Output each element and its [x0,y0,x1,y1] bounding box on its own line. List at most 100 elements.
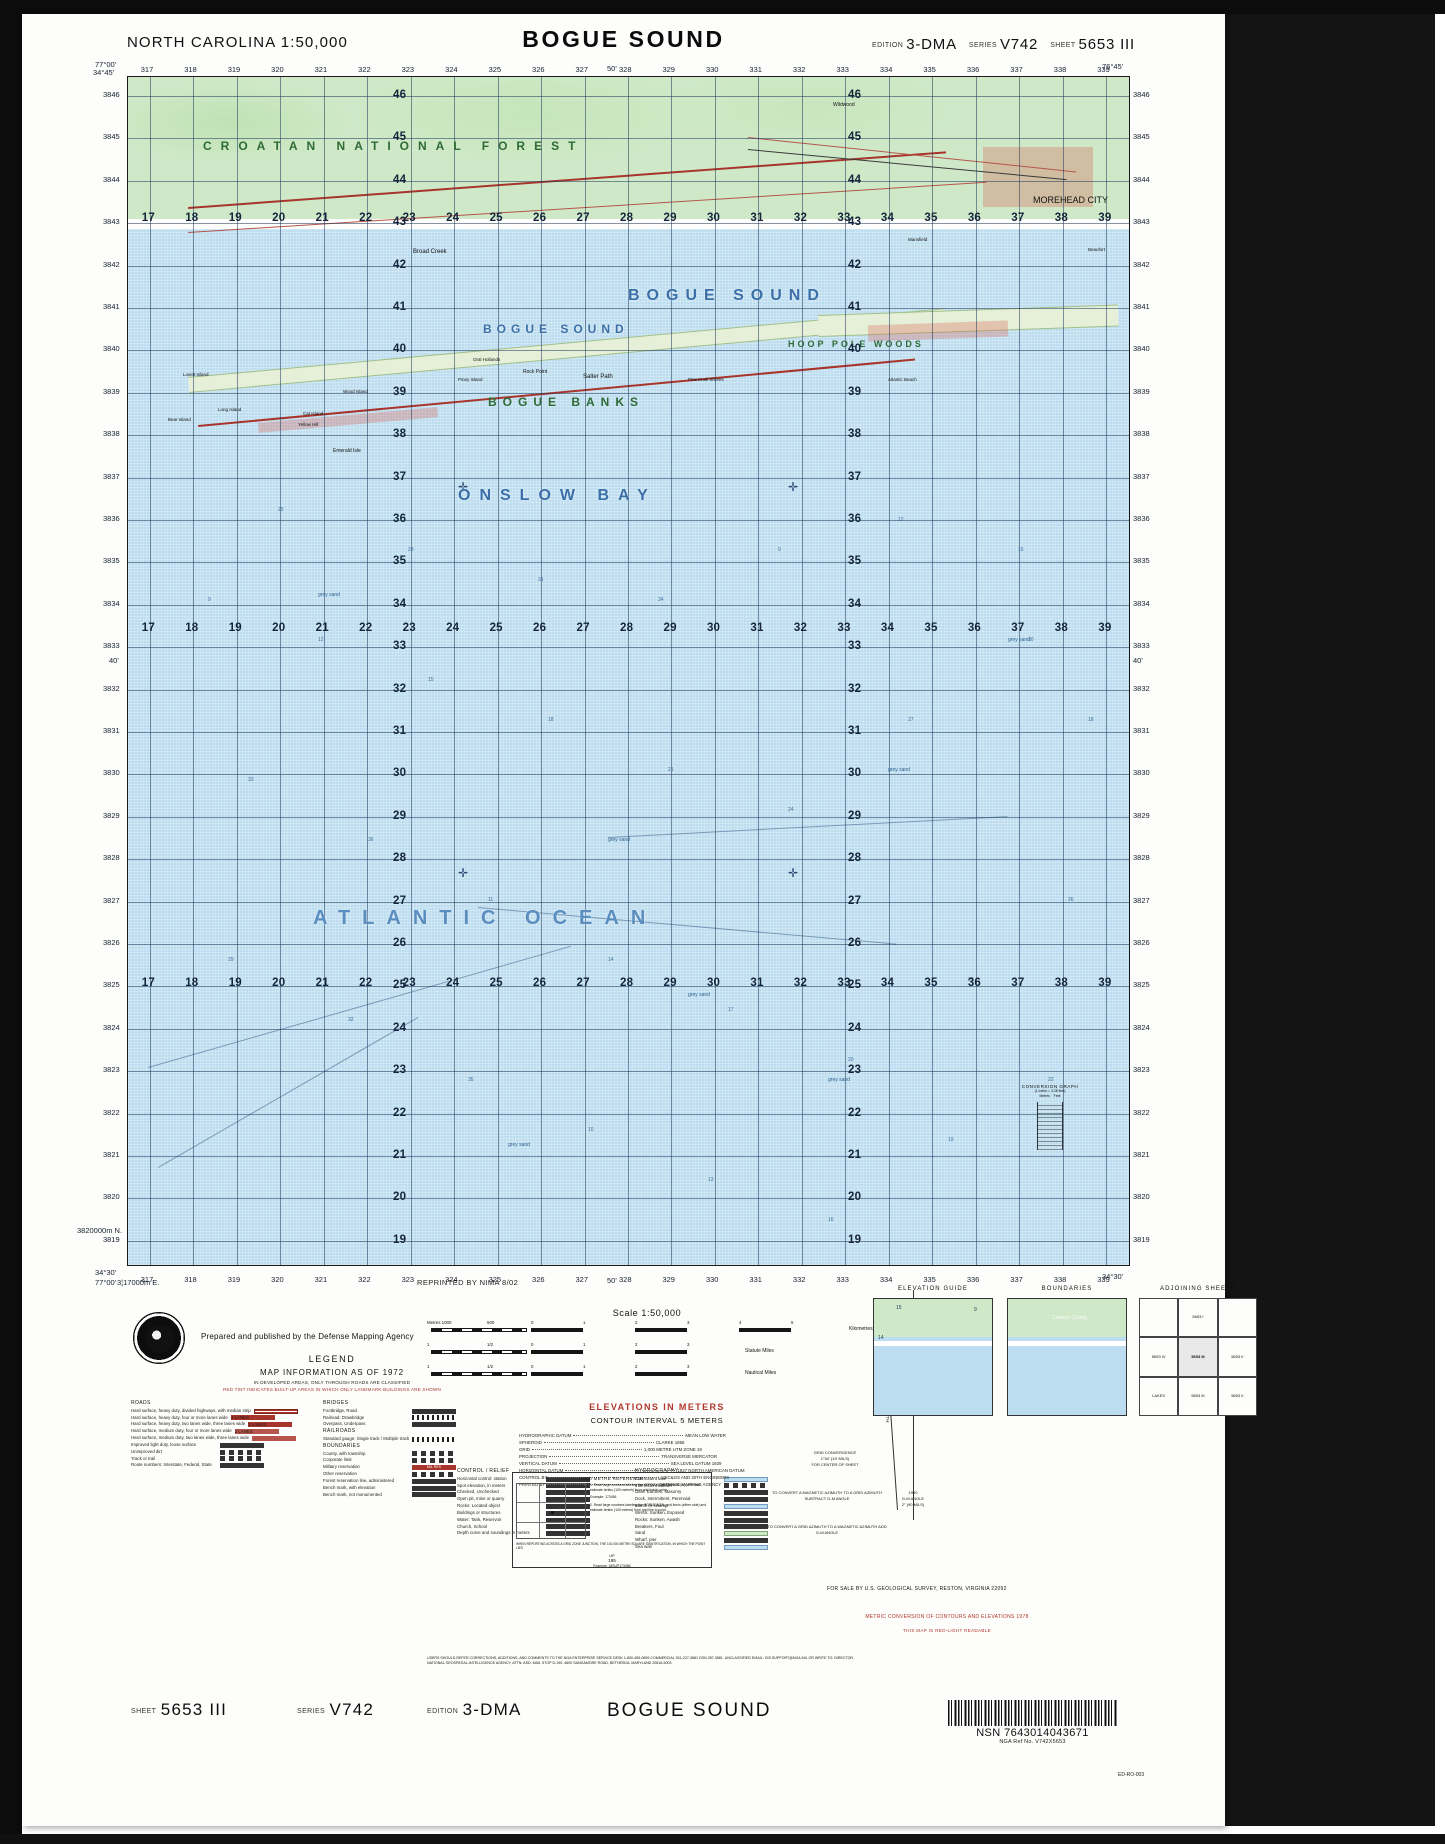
adjoining-sheet-cell[interactable]: 5653 III [1178,1376,1218,1416]
legend-item-swatch [724,1503,768,1509]
adjoining-sheet-cell[interactable] [1139,1298,1179,1338]
datum-leader [543,1442,654,1444]
edge-easting-top-28: 328 [619,65,632,74]
grid-line-north-35 [128,562,1129,564]
place-label-bear-island: Bear Island [168,417,191,422]
scale-left-label: Metres 1000 [427,1320,452,1325]
grid-easting-label-35-b0: 35 [924,212,938,224]
legend-item: Church, School [457,1524,632,1531]
edge-northing-left-29: 3829 [103,810,120,820]
grid-easting-label-19-b2: 19 [228,977,242,989]
grid-northing-label-25-c0: 25 [393,979,407,992]
conversion-graph-panel: CONVERSION GRAPH (1 metre = 3.28 feet) M… [1017,1084,1083,1150]
datum-leader [573,1435,684,1436]
edge-easting-bottom-31: 331 [749,1275,762,1284]
datum-key: HORIZONTAL DATUM [519,1468,564,1474]
edge-easting-top-38: 338 [1053,65,1067,74]
grid-easting-label-33-b2: 33 [837,977,851,989]
feature-name-hoop-pole-woods: HOOP POLE WOODS [788,339,924,349]
legend-item-swatch [724,1510,768,1516]
conv-col-left: Metres [1039,1093,1050,1098]
edge-northing-left-33: 3833 [103,641,120,651]
place-label-cat-island: Cat Island [303,411,324,416]
grid-northing-label-43-c0: 43 [393,216,407,229]
eg-label-15: 15 [896,1305,902,1311]
edge-easting-bottom-33: 333 [836,1275,849,1284]
grid-northing-label-22-c1: 22 [848,1106,862,1119]
place-label-emerald-isle: Emerald Isle [333,448,361,454]
grid-northing-label-44-c1: 44 [848,173,862,186]
adjoining-sheet-cell[interactable]: 5653 IV [1139,1337,1179,1377]
datum-row: PRINTED BY DEFENSE MAPPING AGENCY [519,1481,745,1488]
legend-item-label: Marsh or swamp [635,1503,668,1509]
footer-edition-label: EDITION [427,1708,459,1715]
sounding-depth: 18 [548,717,554,723]
scale-tick-2: 2 [635,1342,638,1347]
legend-group-boundaries: BOUNDARIES [323,1442,361,1449]
grid-easting-label-30-b1: 30 [706,622,721,634]
edge-easting-bottom-36: 336 [966,1275,980,1284]
eg-label-9: 9 [974,1307,977,1313]
edge-easting-top-24: 324 [445,65,458,74]
legend-group-railroads: RAILROADS [323,1428,356,1435]
grid-line-east-17 [149,77,151,1265]
grid-line-north-29 [128,816,1129,818]
adjoining-sheet-cell[interactable]: 5653 II [1217,1337,1257,1377]
adjoining-sheet-cell[interactable]: LAKES [1139,1376,1179,1416]
edge-easting-top-30: 330 [705,65,719,74]
grid-line-north-46 [128,96,1129,98]
scale-bar-segment [739,1328,791,1332]
grid-easting-label-33-b0: 33 [837,212,851,224]
scale-tick-0: 0 [531,1342,534,1347]
grid-easting-label-25-b0: 25 [489,212,503,224]
datum-row: VERTICAL DATUM SEA LEVEL DATUM 1929 [519,1460,745,1467]
grid-easting-label-28-b2: 28 [620,977,634,989]
legend-item-label: Wreck: Sunken, Exposed [635,1509,685,1515]
edge-northing-left-44: 3844 [103,174,120,184]
edge-northing-right-42: 3842 [1133,259,1150,269]
footer-series-label: SERIES [297,1708,326,1715]
legend-item-swatch [724,1517,768,1523]
grid-line-north-42 [128,265,1129,267]
edge-easting-bottom-34: 334 [879,1275,893,1284]
legend-group-roads: ROADS [131,1400,151,1406]
bottom-type-label: grey sand [888,767,910,773]
grid-line-east-23 [410,77,412,1265]
map-neatline[interactable]: ✛ ✛ ✛ ✛ BOGUE SOUND ONSLOW BAY ATLANTIC OC… [127,76,1130,1266]
legend-title: LEGEND [308,1354,356,1364]
adjoining-sheet-cell[interactable] [1217,1298,1257,1338]
legend-item-label: Buildings or structures [457,1509,501,1515]
place-label-yellow-hill: Yellow Hill [298,422,319,427]
datum-value: TRANSVERSE MERCATOR [661,1454,717,1460]
scale-mid-label: 500 [487,1320,495,1325]
legend-col1-body: ROADS Hard surface, heavy duty, divided h… [131,1400,321,1469]
datum-key: VERTICAL DATUM [519,1461,557,1467]
corner-label-bottom-left-lat: 34°30' [95,1268,117,1277]
legend-item-swatch [546,1524,590,1530]
scale-tick-3: 3 [687,1320,690,1325]
adjoining-sheet-cell[interactable]: 5653 I [1178,1298,1218,1338]
place-label-beaufort: Beaufort [1088,247,1106,252]
adjoining-sheet-cell[interactable]: 5653 II [1217,1376,1257,1416]
legend-item-swatch [412,1458,456,1464]
footer-sheet: SHEET 5653 III [131,1700,227,1720]
grid-northing-label-28-c0: 28 [393,852,407,865]
grid-line-east-34 [888,77,890,1265]
footer-edition-value: 3-DMA [462,1700,522,1719]
grid-ref-title: 1000 METRE REFERENCE [580,1476,644,1481]
legend-item: Unimproved dirt [131,1449,321,1456]
sounding-depth: 15 [428,677,434,683]
grid-line-north-41 [128,308,1129,310]
legend-item-label: Standard gauge: Single track / Multiple … [323,1435,410,1441]
edge-easting-top-18: 318 [184,65,197,74]
grid-northing-label-25-c1: 25 [848,979,862,992]
legend-item: Wreck: Sunken, Exposed [635,1510,815,1517]
adjoining-sheet-cell[interactable]: 5653 III [1178,1337,1218,1377]
corner-label-top-right-lat: 76°45' [1102,62,1124,71]
legend-item-label: Wharf, pier [635,1537,657,1543]
datum-leader [558,1463,669,1465]
datum-value: CLARKE 1866 [655,1440,685,1446]
bd-land [1008,1299,1126,1337]
edition-label: EDITION [872,42,904,49]
legend-column-1: ROADS Hard surface, heavy duty, divided h… [131,1400,321,1469]
